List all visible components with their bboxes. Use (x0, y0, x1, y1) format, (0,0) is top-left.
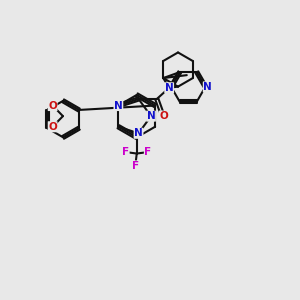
Text: N: N (165, 83, 173, 93)
Text: N: N (114, 100, 123, 110)
Text: O: O (48, 100, 57, 110)
Text: N: N (203, 82, 212, 92)
Text: O: O (159, 111, 168, 121)
Text: F: F (144, 147, 152, 157)
Text: O: O (48, 122, 57, 132)
Text: N: N (147, 111, 155, 121)
Text: F: F (132, 161, 139, 171)
Text: F: F (122, 147, 129, 157)
Text: N: N (134, 128, 143, 138)
